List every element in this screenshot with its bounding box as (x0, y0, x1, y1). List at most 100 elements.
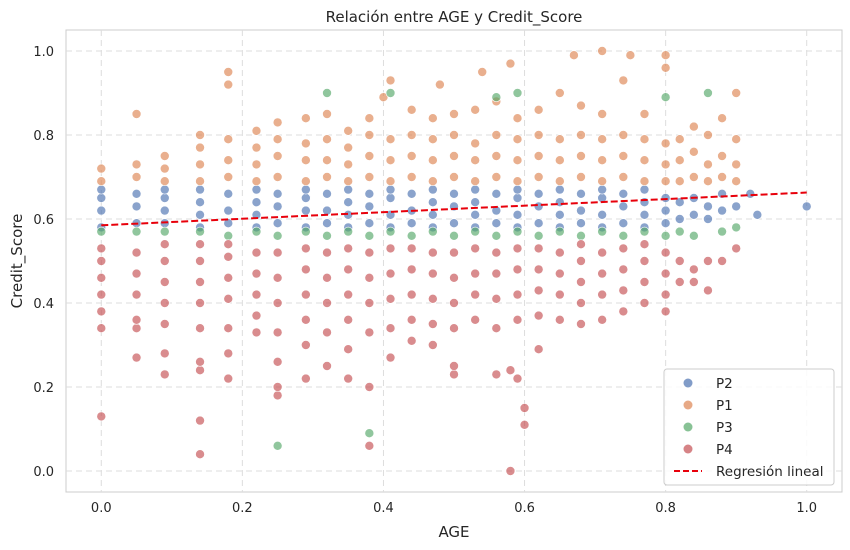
data-point (533, 231, 544, 241)
data-point (660, 268, 671, 279)
data-point (428, 176, 438, 186)
data-point (533, 285, 544, 296)
data-point (639, 277, 650, 287)
data-point (385, 176, 396, 186)
y-tick-label: 0.4 (33, 297, 54, 312)
data-point (343, 184, 353, 195)
legend: P2 P1 P3 P4 Regresión lineal (663, 368, 835, 486)
data-point (576, 298, 586, 308)
data-point (364, 151, 375, 161)
data-point (385, 134, 396, 144)
data-point (555, 210, 565, 220)
data-point (533, 310, 544, 321)
data-point (96, 256, 107, 266)
data-point (674, 277, 685, 287)
data-point (449, 218, 459, 228)
data-point (301, 176, 311, 186)
data-point (470, 138, 480, 149)
x-tick-label: 0.0 (91, 501, 112, 516)
data-point (717, 226, 727, 237)
data-point (251, 126, 262, 136)
data-point (491, 268, 502, 279)
data-point (428, 247, 438, 258)
data-point (555, 134, 565, 144)
data-point (159, 277, 170, 287)
data-point (159, 193, 170, 203)
data-point (223, 134, 234, 144)
x-axis-label: AGE (438, 523, 469, 541)
data-point (689, 147, 699, 157)
data-point (195, 415, 205, 426)
data-point (159, 239, 170, 249)
data-point (449, 298, 459, 308)
data-point (364, 428, 375, 439)
data-point (159, 256, 170, 266)
data-point (406, 218, 417, 228)
legend-marker-p3 (683, 422, 693, 432)
data-point (385, 193, 396, 203)
data-point (555, 88, 565, 98)
data-point (223, 172, 234, 182)
data-point (533, 264, 544, 275)
data-point (717, 151, 727, 161)
data-point (491, 130, 502, 140)
data-point (477, 67, 488, 77)
data-point (428, 340, 438, 350)
data-point (491, 92, 502, 102)
legend-label-regression: Regresión lineal (716, 464, 824, 480)
data-point (159, 151, 170, 161)
series-p4 (96, 239, 741, 476)
data-point (364, 172, 375, 182)
data-point (689, 172, 699, 182)
data-point (159, 319, 170, 329)
data-point (428, 210, 438, 220)
data-point (272, 272, 283, 283)
data-point (597, 247, 607, 258)
data-point (618, 189, 629, 199)
data-point (301, 193, 311, 203)
x-tick-label: 0.4 (373, 501, 394, 516)
data-point (301, 289, 311, 300)
data-point (731, 88, 741, 98)
data-point (470, 184, 480, 195)
data-point (223, 79, 234, 90)
data-point (223, 189, 234, 199)
data-point (512, 373, 523, 384)
legend-marker-p1 (683, 400, 693, 410)
data-point (731, 201, 741, 212)
data-point (597, 184, 607, 195)
data-point (717, 113, 727, 123)
data-point (512, 113, 523, 123)
data-point (131, 201, 142, 212)
data-point (364, 189, 375, 199)
data-point (449, 231, 459, 241)
data-point (703, 159, 713, 170)
series-p2 (96, 184, 812, 233)
data-point (449, 272, 459, 283)
data-point (576, 189, 586, 199)
data-point (343, 226, 353, 237)
data-point (406, 189, 417, 199)
data-point (597, 176, 607, 186)
data-point (512, 210, 523, 220)
data-point (625, 50, 636, 61)
data-point (618, 218, 629, 228)
data-point (674, 197, 685, 207)
data-point (343, 264, 353, 275)
data-point (195, 323, 205, 334)
data-point (378, 92, 389, 102)
y-tick-label: 1.0 (33, 45, 54, 60)
data-point (301, 113, 311, 123)
data-point (364, 272, 375, 283)
data-point (576, 239, 586, 249)
data-point (301, 205, 311, 216)
data-point (406, 264, 417, 275)
data-point (385, 226, 396, 237)
data-point (639, 256, 650, 266)
data-point (512, 176, 523, 186)
legend-label-p3: P3 (716, 420, 733, 436)
data-point (406, 151, 417, 161)
data-point (251, 210, 262, 220)
data-point (576, 205, 586, 216)
data-point (272, 390, 283, 401)
